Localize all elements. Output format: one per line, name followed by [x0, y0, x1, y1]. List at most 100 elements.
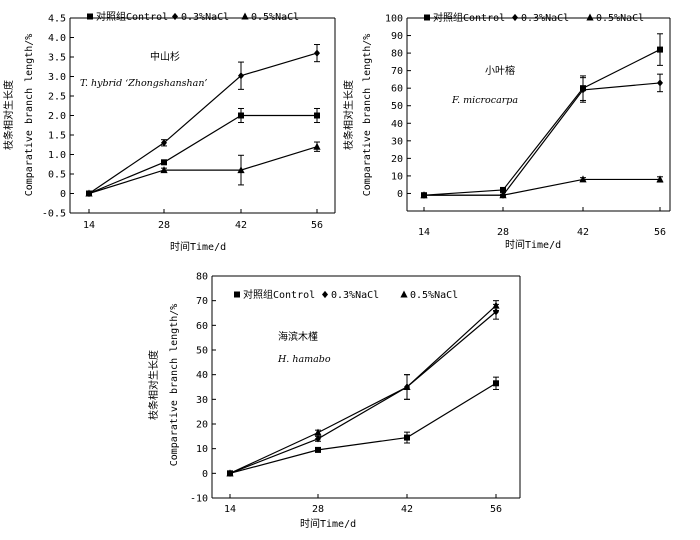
y-tick-label: 50	[391, 101, 403, 112]
y-tick-label: -0.5	[42, 209, 66, 220]
species-name-latin: H. hamabo	[277, 354, 331, 365]
legend-label: 0.5%NaCl	[596, 13, 644, 24]
x-tick-label: 14	[83, 220, 95, 231]
legend-marker	[87, 13, 93, 20]
y-tick-label: 0	[202, 469, 208, 480]
chart-panel-hamabo: -10 0 10 20 30 40 50 60 70 80 14 28 42 56 时间Time/d 枝条相对…	[147, 272, 521, 530]
legend-label: 对照组Control	[96, 10, 168, 23]
species-name-cn: 小叶榕	[485, 64, 515, 77]
y-tick-label: 2.0	[48, 111, 66, 122]
x-tick-label: 14	[418, 227, 430, 238]
species-name-cn: 中山杉	[150, 50, 180, 63]
data-point	[403, 383, 411, 390]
y-tick-label: 1.0	[48, 150, 66, 161]
data-point	[492, 301, 500, 309]
y-tick-label: 100	[385, 14, 403, 25]
x-axis-label: 时间Time/d	[505, 238, 561, 251]
y-axis-label-cn: 枝条相对生长度	[342, 80, 355, 150]
species-name-cn: 海滨木槿	[278, 330, 318, 343]
series-line	[229, 311, 497, 474]
data-point	[657, 79, 663, 87]
y-tick-label: 0.5	[48, 170, 66, 181]
data-point	[161, 139, 167, 147]
y-tick-label: 20	[391, 154, 403, 165]
data-point	[493, 380, 499, 387]
y-tick-label: 90	[391, 31, 403, 42]
y-tick-label: 0	[60, 189, 66, 200]
x-tick-label: 42	[235, 220, 247, 231]
x-tick-label: 42	[577, 227, 589, 238]
y-tick-label: 80	[196, 272, 208, 283]
y-tick-label: 2.5	[48, 92, 66, 103]
series-line	[424, 178, 660, 196]
legend-marker	[234, 291, 240, 298]
y-axis-label-cn: 枝条相对生长度	[147, 350, 160, 420]
data-point	[580, 86, 586, 94]
data-point	[314, 49, 320, 57]
data-point	[238, 72, 244, 80]
x-axis-label: 时间Time/d	[170, 240, 226, 253]
y-axis-label-en: Comparative branch length/%	[362, 34, 373, 197]
data-point	[656, 175, 664, 183]
x-tick-label: 56	[311, 220, 323, 231]
data-point	[404, 434, 410, 441]
data-point	[238, 112, 244, 119]
y-tick-label: 1.5	[48, 131, 66, 142]
legend-marker	[172, 12, 178, 21]
series-line	[229, 382, 497, 474]
x-axis-label: 时间Time/d	[300, 517, 356, 530]
data-point	[579, 175, 587, 183]
series-line	[229, 305, 497, 474]
legend-marker	[322, 290, 328, 299]
y-tick-label: 30	[196, 395, 208, 406]
x-tick-label: 28	[312, 504, 324, 515]
x-tick-label: 28	[158, 220, 170, 231]
data-point	[161, 159, 167, 166]
legend-label: 对照组Control	[243, 288, 315, 301]
y-tick-label: 60	[196, 321, 208, 332]
x-tick-label: 42	[401, 504, 413, 515]
legend-label: 0.3%NaCl	[331, 290, 379, 301]
species-name-latin: F. microcarpa	[451, 95, 518, 106]
data-point	[315, 435, 321, 443]
legend-marker	[400, 290, 408, 298]
legend-marker	[241, 12, 249, 20]
legend-marker	[586, 13, 594, 21]
y-tick-label: 40	[391, 119, 403, 130]
data-point	[420, 191, 428, 199]
legend-label: 对照组Control	[433, 11, 505, 24]
data-point	[657, 46, 663, 53]
series-line	[88, 52, 318, 194]
y-axis-label-en: Comparative branch length/%	[169, 304, 180, 467]
y-tick-label: 40	[196, 370, 208, 381]
legend-marker	[424, 14, 430, 21]
legend-label: 0.5%NaCl	[251, 12, 299, 23]
series-line	[88, 114, 317, 195]
y-axis-label-en: Comparative branch length/%	[24, 34, 35, 197]
y-tick-label: 70	[391, 66, 403, 77]
data-point	[500, 186, 506, 193]
y-tick-label: 70	[196, 296, 208, 307]
series-line	[423, 49, 661, 196]
y-tick-label: 20	[196, 420, 208, 431]
y-tick-label: 3.5	[48, 53, 66, 64]
species-name-latin: T. hybrid ‘Zhongshanshan’	[80, 78, 207, 89]
data-point	[315, 446, 321, 453]
legend-marker	[512, 13, 518, 22]
y-tick-label: -10	[190, 494, 208, 505]
y-tick-label: 0	[397, 189, 403, 200]
data-point	[226, 469, 234, 477]
y-tick-label: 50	[196, 346, 208, 357]
data-point	[493, 308, 499, 316]
data-point	[160, 166, 168, 174]
data-point	[314, 112, 320, 119]
y-tick-label: 10	[391, 171, 403, 182]
x-tick-label: 28	[497, 227, 509, 238]
data-point	[85, 189, 93, 197]
data-point	[499, 191, 507, 199]
y-tick-label: 4.0	[48, 33, 66, 44]
data-point	[314, 428, 322, 436]
data-point	[313, 142, 321, 150]
y-tick-label: 10	[196, 444, 208, 455]
